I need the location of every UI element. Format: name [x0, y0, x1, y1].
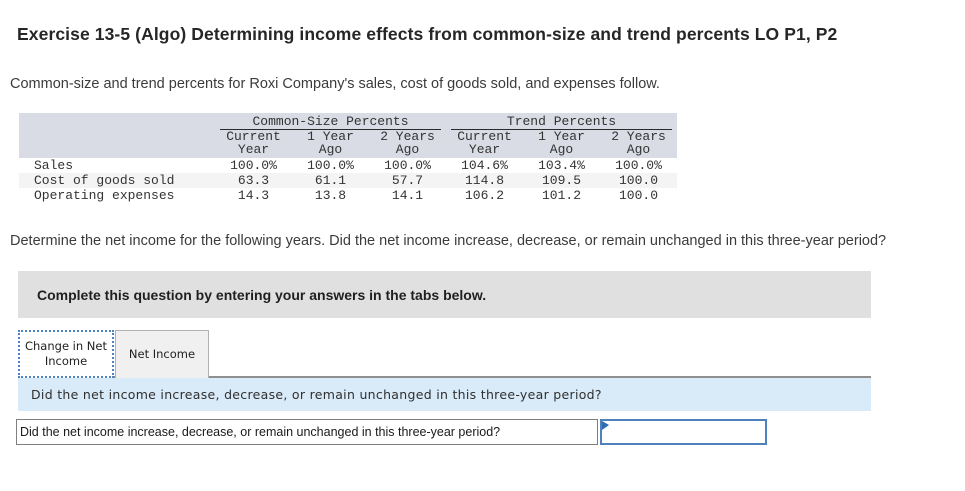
cell-value: 114.8 [464, 173, 504, 188]
cell-value: 100.0% [230, 158, 277, 173]
instruction-text: Complete this question by entering your … [37, 286, 487, 303]
cell-value: 57.7 [391, 173, 424, 188]
cell-value: 109.5 [541, 173, 581, 188]
intro-text: Common-size and trend percents for Roxi … [10, 76, 660, 92]
col-header: 2 Years [380, 129, 435, 144]
instruction-box: Complete this question by entering your … [18, 271, 871, 318]
cell-value: 104.6% [461, 158, 508, 173]
prompt-bar-text: Did the net income increase, decrease, o… [31, 387, 602, 402]
cell-value: 14.3 [237, 188, 270, 203]
col-header: Year [468, 142, 501, 157]
tab-change-in-net-income[interactable]: Change in Net Income [18, 330, 114, 378]
answer-input[interactable] [600, 419, 767, 445]
row-label: Operating expenses [34, 188, 175, 203]
col-header: Ago [626, 142, 651, 157]
group-header-common-size: Common-Size Percents [220, 114, 441, 130]
tab-label: Net Income [128, 347, 196, 361]
cell-value: 101.2 [541, 188, 581, 203]
percents-table: Common-Size Percents Trend Percents Curr… [19, 113, 678, 203]
cell-value: 14.1 [391, 188, 424, 203]
question-text: Determine the net income for the followi… [10, 233, 887, 249]
col-header: Year [237, 142, 270, 157]
cell-value: 63.3 [237, 173, 270, 188]
tab-label: Change in Net Income [24, 339, 107, 368]
cell-value: 103.4% [538, 158, 585, 173]
col-header: Current [226, 129, 281, 144]
tab-strip: Change in Net Income Net Income [18, 330, 871, 378]
prompt-bar: Did the net income increase, decrease, o… [18, 378, 871, 411]
answer-row: Did the net income increase, decrease, o… [16, 419, 965, 445]
answer-marker-icon [602, 421, 609, 430]
cell-value: 61.1 [314, 173, 347, 188]
answer-question-text: Did the net income increase, decrease, o… [20, 425, 501, 439]
cell-value: 100.0 [619, 188, 659, 203]
col-header: Current [457, 129, 512, 144]
col-header: 1 Year [538, 129, 585, 144]
row-label: Sales [34, 158, 74, 173]
table-row-operating-expenses: Operating expenses 14.3 13.8 14.1 106.2 … [19, 188, 677, 203]
cell-value: 100.0% [384, 158, 431, 173]
page-title: Exercise 13-5 (Algo) Determining income … [17, 24, 838, 44]
table-subheader-row-2: Year Ago Ago Year Ago Ago [19, 143, 677, 158]
col-header: Ago [549, 142, 574, 157]
row-label: Cost of goods sold [34, 173, 175, 188]
group-header-trend: Trend Percents [451, 114, 673, 130]
table-group-header-row: Common-Size Percents Trend Percents [19, 113, 677, 130]
tab-net-income[interactable]: Net Income [115, 330, 209, 378]
answer-question-cell: Did the net income increase, decrease, o… [16, 419, 598, 445]
cell-value: 13.8 [314, 188, 347, 203]
cell-value: 100.0 [619, 173, 659, 188]
col-header: 2 Years [611, 129, 666, 144]
cell-value: 106.2 [464, 188, 504, 203]
col-header: Ago [318, 142, 343, 157]
cell-value: 100.0% [615, 158, 662, 173]
answer-input-wrap [600, 419, 767, 445]
table-row-cogs: Cost of goods sold 63.3 61.1 57.7 114.8 … [19, 173, 678, 188]
table-row-sales: Sales 100.0% 100.0% 100.0% 104.6% 103.4%… [19, 158, 677, 173]
table-subheader-row-1: Current 1 Year 2 Years Current 1 Year 2 … [19, 130, 677, 143]
cell-value: 100.0% [307, 158, 354, 173]
col-header: Ago [395, 142, 420, 157]
col-header: 1 Year [307, 129, 354, 144]
